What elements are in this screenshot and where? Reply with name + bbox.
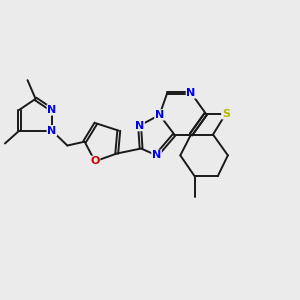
Text: N: N [47,126,56,136]
Text: N: N [152,150,161,160]
Text: O: O [90,156,100,166]
Text: N: N [135,121,144,130]
Text: N: N [155,110,164,120]
Text: N: N [186,88,196,98]
Text: S: S [222,109,230,119]
Text: N: N [47,105,56,115]
